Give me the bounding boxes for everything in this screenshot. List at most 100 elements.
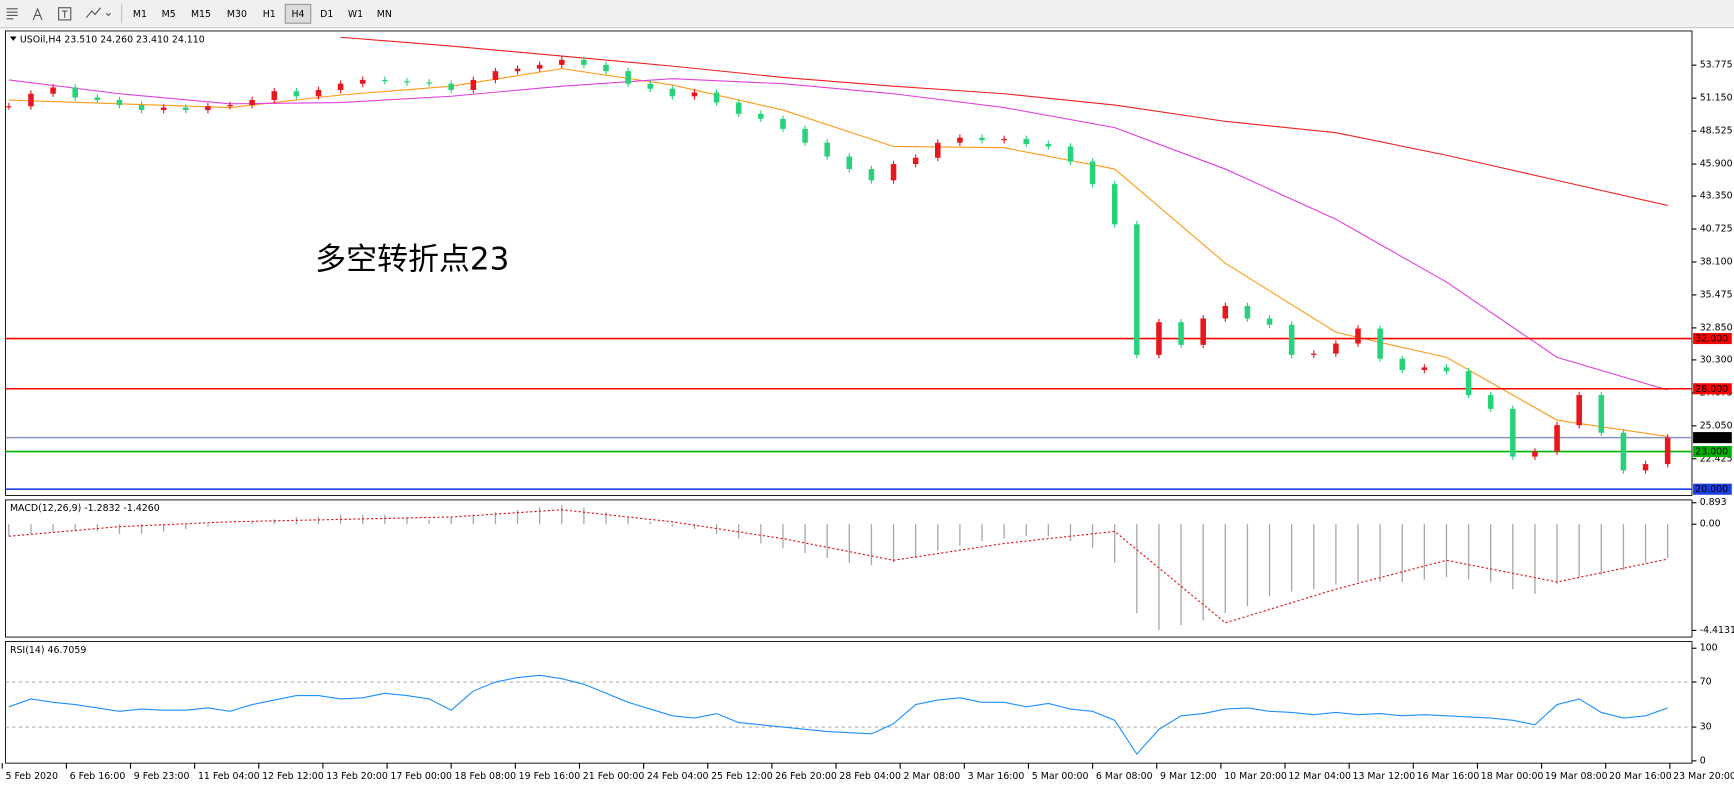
timeframe-button[interactable]: [314, 4, 340, 24]
y-tick-label: 0: [1700, 755, 1706, 766]
candle-body: [404, 81, 410, 83]
y-tick-label: 35.475: [1700, 289, 1733, 300]
y-tick-label: 32.850: [1700, 322, 1733, 333]
candle-body: [293, 91, 300, 97]
candle-body: [138, 105, 145, 111]
x-tick-label: 19 Feb 16:00: [519, 771, 581, 782]
timeframe-button[interactable]: [127, 4, 153, 24]
timeframe-label[interactable]: M1: [133, 9, 147, 20]
x-tick-label: 26 Feb 20:00: [775, 771, 837, 782]
candle-body: [846, 156, 853, 170]
candle-body: [1355, 328, 1361, 344]
candle-body: [1598, 395, 1605, 433]
candle-body: [935, 142, 941, 158]
level-tag: [1693, 432, 1732, 444]
macd-header: MACD(12,26,9) -1.2832 -1.4260: [10, 503, 160, 514]
timeframe-button[interactable]: [184, 4, 218, 24]
y-tick-label: 40.725: [1700, 224, 1733, 235]
candle-body: [1487, 395, 1494, 409]
candle-body: [713, 92, 720, 103]
timeframe-label[interactable]: M5: [162, 9, 176, 20]
candle-body: [1156, 322, 1162, 355]
candle-body: [116, 100, 123, 106]
y-tick-label: 0.893: [1700, 497, 1727, 508]
candle-body: [1200, 318, 1206, 345]
candle-body: [28, 93, 34, 107]
macd-plot: [8, 504, 1669, 631]
candle-body: [1244, 305, 1251, 319]
x-tick-label: 13 Mar 12:00: [1352, 771, 1415, 782]
timeframe-button[interactable]: [342, 4, 369, 24]
y-tick-label: 48.525: [1700, 126, 1733, 137]
x-tick-label: 9 Mar 12:00: [1160, 771, 1217, 782]
annotation: 多空转折点23: [315, 242, 509, 278]
main-panel: [5, 30, 1693, 496]
level-tag-label: 24.110: [1695, 433, 1728, 444]
x-tick-label: 5 Mar 00:00: [1032, 771, 1089, 782]
level-tag: [1693, 383, 1732, 395]
candle-body: [1421, 367, 1428, 370]
y-tick-label: 38.100: [1700, 256, 1733, 267]
candle-body: [205, 106, 211, 111]
x-tick-label: 23 Mar 20:00: [1673, 771, 1734, 782]
drawing-tools: [6, 4, 123, 24]
timeframe-label[interactable]: MN: [377, 9, 392, 20]
candle-body: [890, 164, 897, 181]
candle-body: [1266, 318, 1273, 325]
y-tick-label: 30.300: [1700, 354, 1733, 365]
candle-body: [1576, 395, 1582, 426]
timeframe-button[interactable]: [220, 4, 254, 24]
timeframe-label[interactable]: D1: [320, 9, 333, 20]
candle-body: [979, 137, 985, 141]
candle-body: [1023, 138, 1030, 144]
timeframe-label[interactable]: M15: [191, 9, 211, 20]
tool-shapes[interactable]: [85, 7, 111, 19]
candle-body: [249, 100, 255, 106]
candle-body: [1510, 408, 1516, 457]
candle-body: [735, 102, 742, 114]
x-tick-label: 21 Feb 00:00: [583, 771, 645, 782]
tool-text[interactable]: [32, 7, 43, 21]
candle-body: [1178, 322, 1184, 345]
moving-average: [340, 36, 1668, 207]
candle-body: [536, 64, 543, 69]
rsi-header: RSI(14) 46.7059: [10, 645, 86, 656]
x-tick-label: 16 Mar 16:00: [1417, 771, 1480, 782]
candle-body: [1642, 464, 1649, 471]
candle-body: [227, 105, 233, 107]
timeframe-label[interactable]: M30: [227, 9, 247, 20]
timeframe-bar: M1 M5 M15 M30 H1 H4 D1 W1 MN: [127, 3, 398, 24]
candle-body: [957, 137, 963, 143]
tool-label[interactable]: [58, 7, 72, 21]
x-tick-label: 3 Mar 16:00: [968, 771, 1025, 782]
candle-body: [1465, 371, 1472, 396]
candle-body: [470, 79, 477, 90]
y-tick-label: 0.00: [1700, 519, 1721, 530]
candle-body: [448, 83, 454, 90]
candle-body: [1288, 324, 1295, 355]
x-tick-label: 17 Feb 00:00: [390, 771, 452, 782]
timeframe-label[interactable]: H1: [263, 9, 276, 20]
timeframe-button[interactable]: [284, 3, 312, 24]
x-tick-label: 2 Mar 08:00: [903, 771, 960, 782]
level-tag-label: 20.000: [1695, 484, 1728, 495]
price-plot: [5, 36, 1692, 490]
x-tick-label: 24 Feb 04:00: [647, 771, 709, 782]
timeframe-button[interactable]: [371, 4, 398, 24]
y-tick-label: -4.4131: [1700, 625, 1734, 636]
timeframe-button[interactable]: [256, 4, 282, 24]
timeframe-label[interactable]: H4: [292, 9, 305, 20]
collapse-arrow[interactable]: [9, 36, 17, 41]
x-tick-label: 6 Feb 16:00: [70, 771, 126, 782]
x-tick-label: 12 Mar 04:00: [1288, 771, 1351, 782]
level-tag: [1693, 446, 1732, 458]
candle-body: [1664, 437, 1671, 465]
rsi-line: [8, 674, 1668, 756]
timeframe-label[interactable]: W1: [348, 9, 363, 20]
tool-lines[interactable]: [6, 8, 18, 20]
timeframe-button[interactable]: [155, 4, 182, 24]
candle-body: [691, 92, 698, 97]
